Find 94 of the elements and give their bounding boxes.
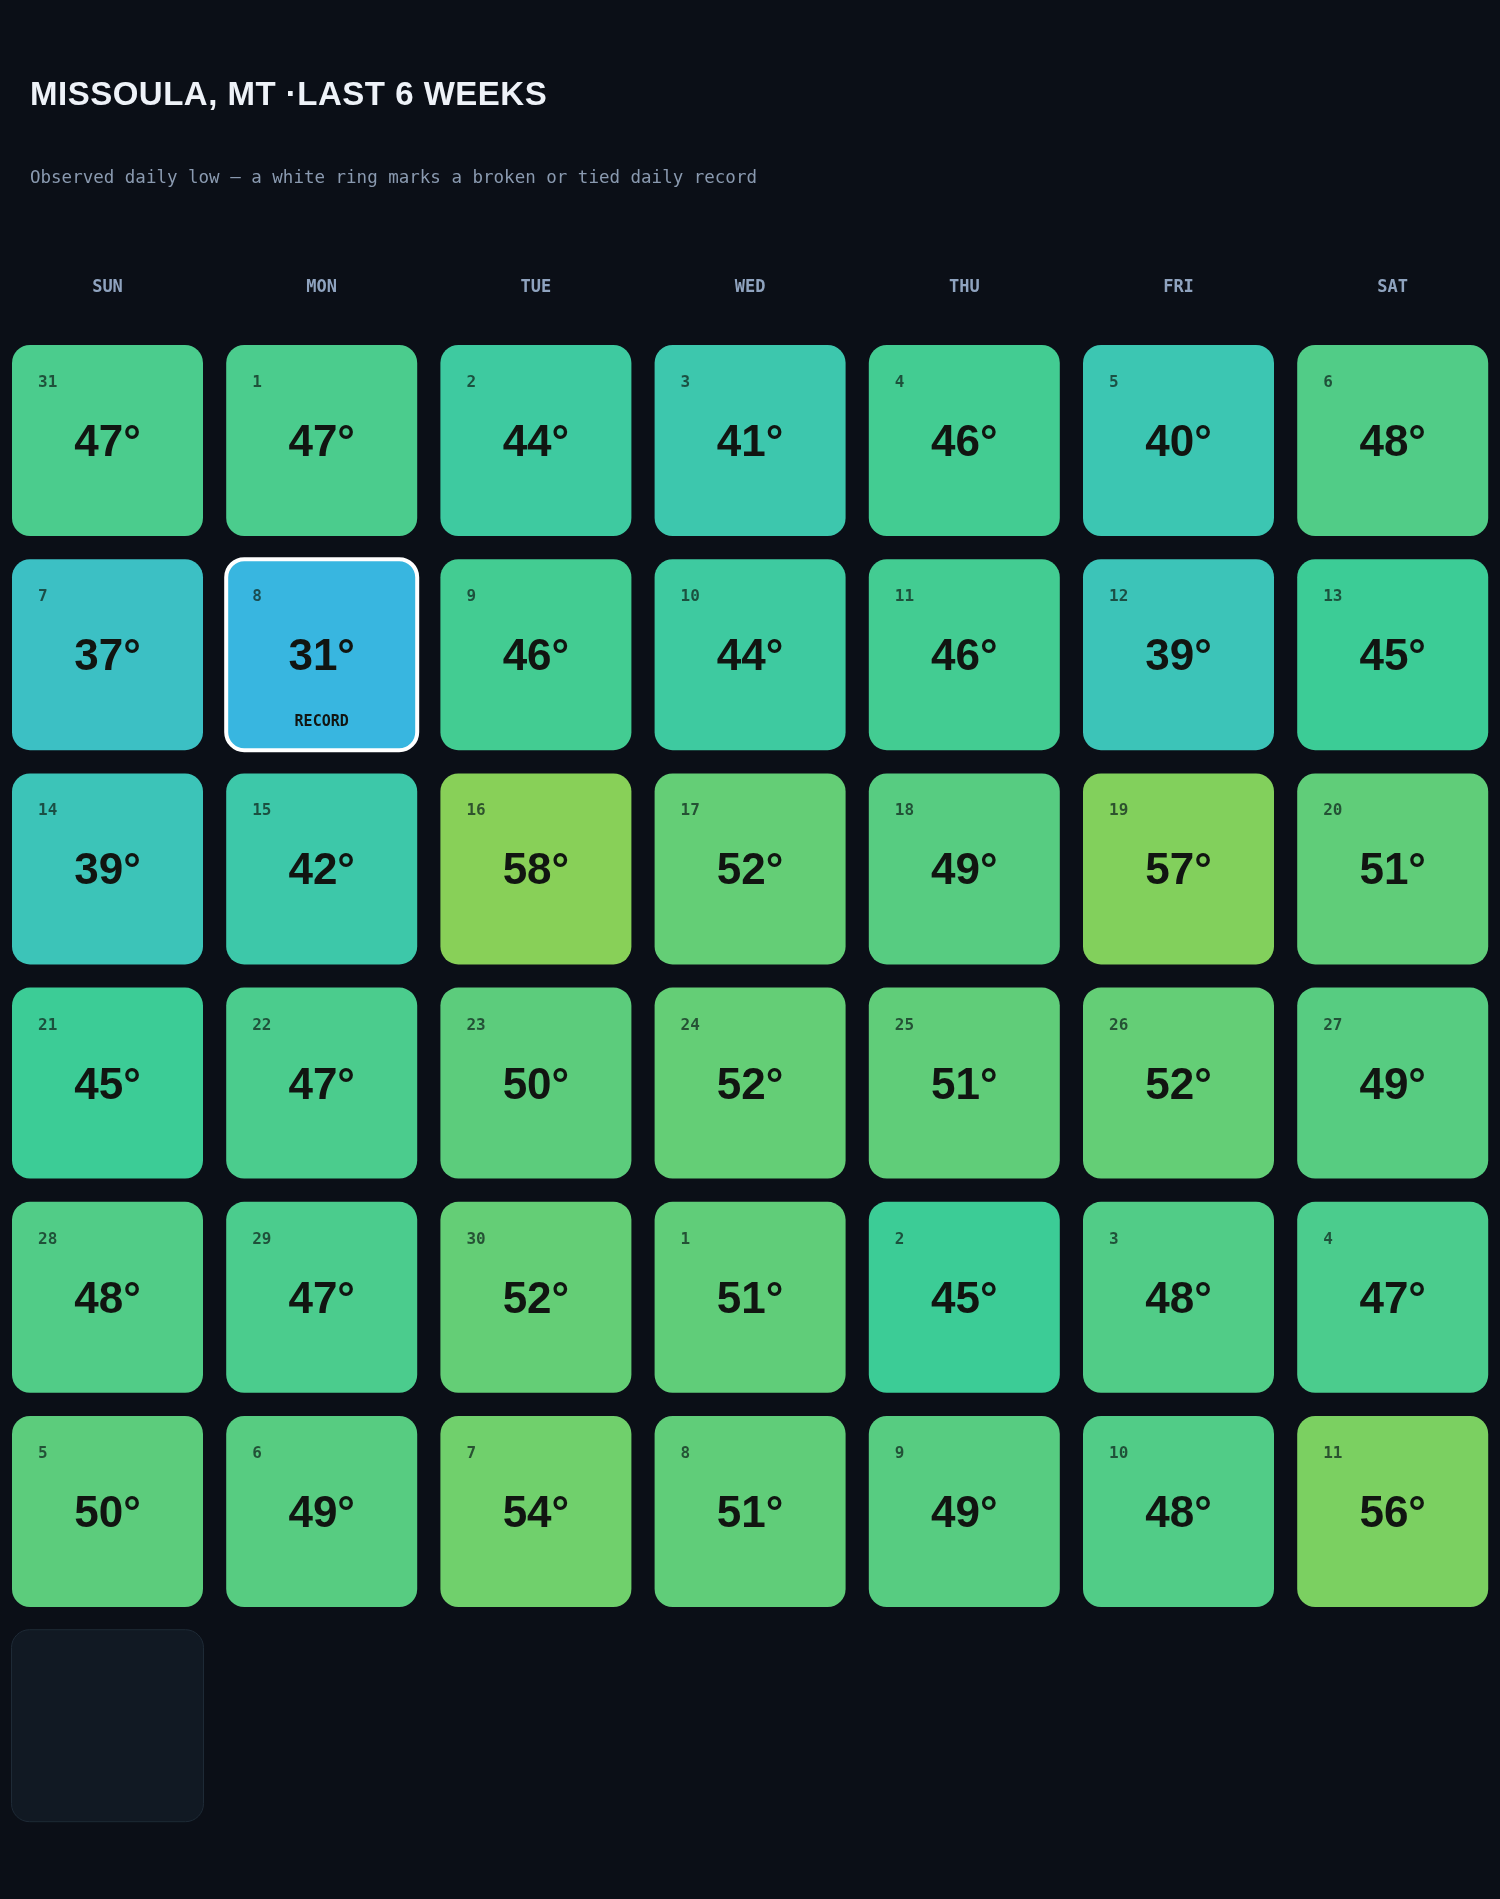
data-label: 47° <box>288 1272 355 1322</box>
data-label: 51° <box>931 1058 998 1108</box>
data-label: 49° <box>931 844 998 894</box>
annotation: 2 <box>466 372 477 391</box>
annotation: 22 <box>252 1014 272 1034</box>
annotation: 23 <box>466 1014 486 1034</box>
annotation: 19 <box>1109 800 1129 820</box>
data-label: 48° <box>1145 1487 1212 1536</box>
x-tick-label: MON <box>306 276 338 296</box>
annotation: 7 <box>38 586 48 606</box>
annotation: 20 <box>1323 800 1343 820</box>
annotation: RECORD <box>294 712 349 731</box>
chart-title: MISSOULA, MT ·LAST 6 WEEKS <box>30 75 548 112</box>
annotation: 11 <box>894 586 915 606</box>
data-label: 46° <box>931 416 998 465</box>
annotation: 16 <box>466 800 486 820</box>
data-label: 56° <box>1359 1487 1426 1536</box>
x-tick-label: THU <box>948 276 980 296</box>
data-label: 41° <box>716 416 784 465</box>
annotation: 6 <box>252 1443 262 1462</box>
data-label: 48° <box>74 1272 141 1322</box>
x-tick-label: SUN <box>92 276 123 296</box>
annotation: 31 <box>38 372 58 391</box>
data-label: 49° <box>1359 1058 1426 1108</box>
data-label: 40° <box>1145 416 1212 465</box>
x-tick-label: SAT <box>1377 276 1409 296</box>
data-label: 45° <box>74 1058 141 1108</box>
data-label: 45° <box>931 1272 998 1322</box>
annotation: 12 <box>1109 586 1129 606</box>
annotation: 7 <box>466 1443 477 1462</box>
annotation: 24 <box>680 1014 700 1034</box>
annotation: 11 <box>1323 1443 1343 1462</box>
data-label: 44° <box>502 416 570 465</box>
annotation: 28 <box>38 1228 58 1248</box>
data-label: 49° <box>931 1487 998 1536</box>
annotation: 29 <box>252 1228 272 1248</box>
data-label: 46° <box>502 630 570 680</box>
data-label: 47° <box>74 416 141 465</box>
annotation: 14 <box>38 800 58 820</box>
data-label: 47° <box>288 1058 355 1108</box>
annotation: 4 <box>1323 1228 1333 1248</box>
annotation: 8 <box>680 1443 691 1462</box>
annotation: 5 <box>1109 372 1119 391</box>
data-label: 50° <box>74 1487 141 1536</box>
data-label: 39° <box>74 844 141 894</box>
annotation: 26 <box>1109 1014 1129 1034</box>
data-label: 48° <box>1145 1272 1212 1322</box>
data-label: 37° <box>74 630 141 680</box>
annotation: 4 <box>894 372 905 391</box>
x-tick-label: TUE <box>520 276 552 296</box>
data-label: 47° <box>288 416 355 465</box>
data-label: 57° <box>1145 844 1212 894</box>
annotation: 10 <box>680 586 700 606</box>
data-label: 52° <box>1145 1058 1212 1108</box>
annotation: 18 <box>894 800 915 820</box>
data-label: 52° <box>716 844 784 894</box>
x-tick-label: FRI <box>1163 276 1194 296</box>
data-label: 48° <box>1359 416 1426 465</box>
data-label: 46° <box>931 630 998 680</box>
data-label: 39° <box>1145 630 1212 680</box>
data-label: 58° <box>502 844 570 894</box>
data-label: 54° <box>502 1487 570 1536</box>
annotation: 6 <box>1323 372 1333 391</box>
annotation: 15 <box>252 800 272 820</box>
data-label: 51° <box>716 1487 784 1536</box>
data-label: 52° <box>716 1058 784 1108</box>
data-label: 52° <box>502 1272 570 1322</box>
annotation: 27 <box>1323 1014 1343 1034</box>
data-label: 47° <box>1359 1272 1426 1322</box>
annotation: 9 <box>466 586 477 606</box>
annotation: 1 <box>680 1228 691 1248</box>
annotation: 30 <box>466 1228 486 1248</box>
annotation: 3 <box>1109 1228 1119 1248</box>
data-label: 50° <box>502 1058 570 1108</box>
annotation: 1 <box>252 372 262 391</box>
data-label: 51° <box>716 1272 784 1322</box>
annotation: 5 <box>38 1443 48 1462</box>
annotation: 8 <box>252 586 262 606</box>
chart-subtitle: Observed daily low — a white ring marks a broken or tied daily record <box>30 167 757 187</box>
data-label: 51° <box>1359 844 1426 894</box>
annotation: 13 <box>1323 586 1343 606</box>
annotation: 2 <box>894 1228 905 1248</box>
annotation: 3 <box>680 372 691 391</box>
data-label: 49° <box>288 1487 355 1536</box>
annotation: 25 <box>894 1014 915 1034</box>
x-tick-label: WED <box>734 276 766 296</box>
data-label: 45° <box>1359 630 1426 680</box>
annotation: 10 <box>1109 1443 1129 1462</box>
data-label: 42° <box>288 844 355 894</box>
data-label: 44° <box>716 630 784 680</box>
annotation: 17 <box>680 800 700 820</box>
annotation: 9 <box>894 1443 905 1462</box>
annotation: 21 <box>38 1014 58 1034</box>
data-label: 31° <box>288 630 355 680</box>
